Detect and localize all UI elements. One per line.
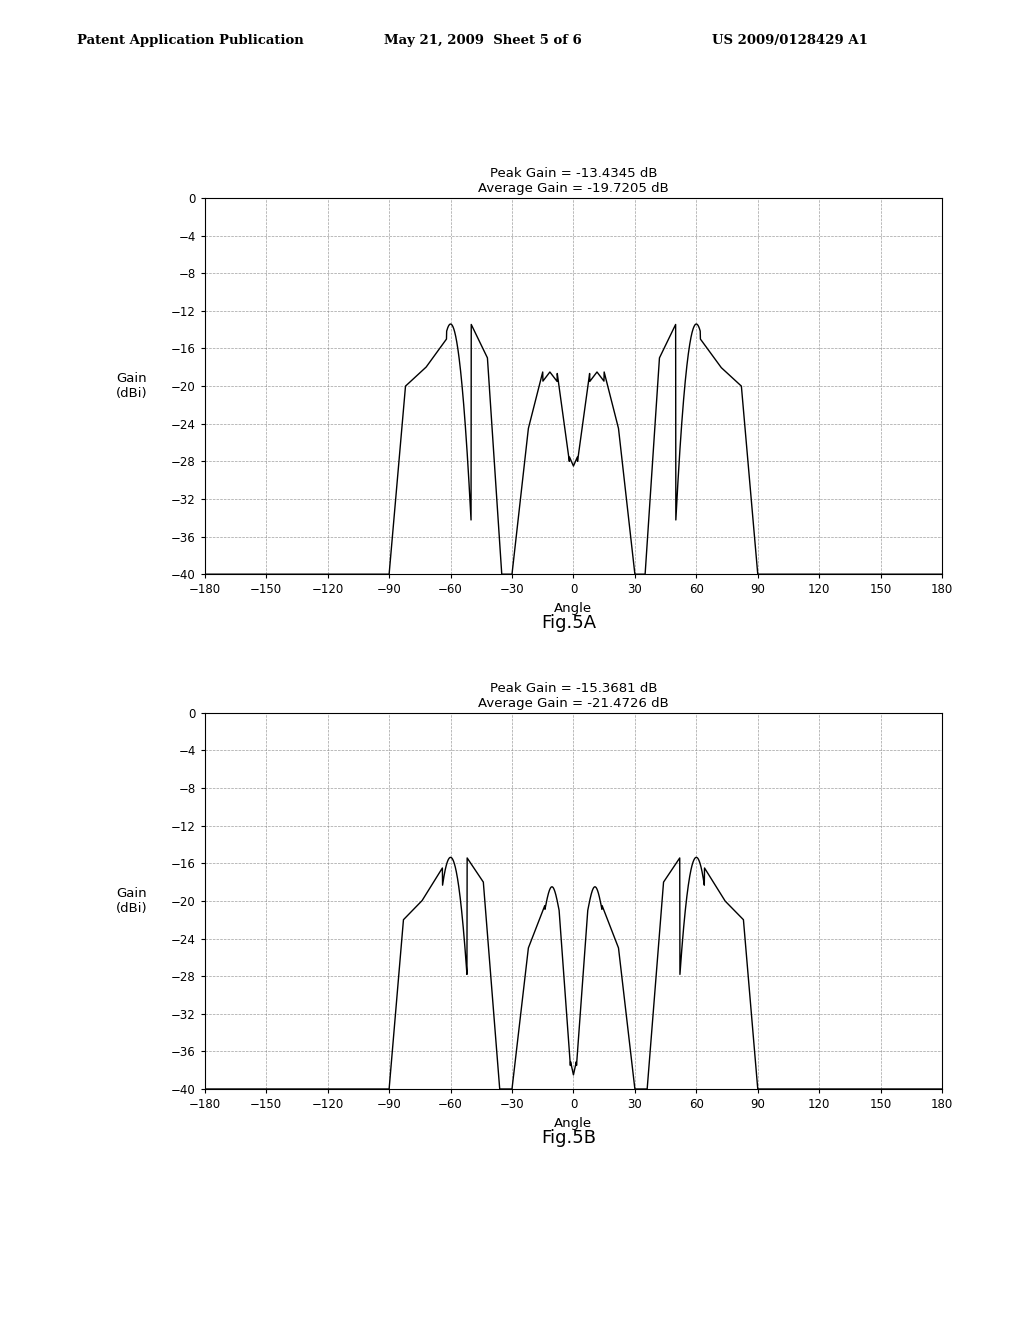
Y-axis label: Gain
(dBi): Gain (dBi) [116, 887, 147, 915]
Title: Peak Gain = -13.4345 dB
Average Gain = -19.7205 dB: Peak Gain = -13.4345 dB Average Gain = -… [478, 168, 669, 195]
X-axis label: Angle: Angle [554, 602, 593, 615]
X-axis label: Angle: Angle [554, 1117, 593, 1130]
Text: US 2009/0128429 A1: US 2009/0128429 A1 [712, 34, 867, 48]
Title: Peak Gain = -15.3681 dB
Average Gain = -21.4726 dB: Peak Gain = -15.3681 dB Average Gain = -… [478, 682, 669, 710]
Text: Patent Application Publication: Patent Application Publication [77, 34, 303, 48]
Text: May 21, 2009  Sheet 5 of 6: May 21, 2009 Sheet 5 of 6 [384, 34, 582, 48]
Text: Fig.5B: Fig.5B [541, 1129, 596, 1147]
Text: Fig.5A: Fig.5A [541, 614, 596, 632]
Y-axis label: Gain
(dBi): Gain (dBi) [116, 372, 147, 400]
